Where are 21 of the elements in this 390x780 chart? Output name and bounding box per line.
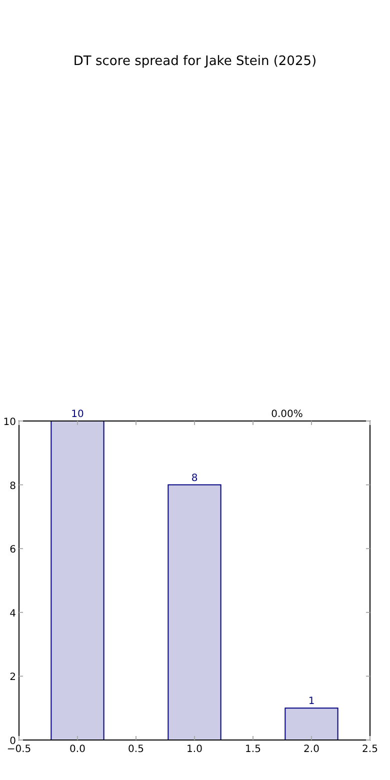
x-tick-label: 0.5 — [128, 744, 144, 755]
y-tick-label: 10 — [3, 417, 16, 428]
y-tick-label: 2 — [10, 672, 16, 684]
x-tick-label: 2.5 — [362, 744, 378, 755]
data-label: 8 — [191, 472, 198, 484]
x-tick-label: −0.5 — [6, 744, 32, 755]
x-tick-label: 1.0 — [186, 744, 202, 755]
x-tick-label: 0.0 — [70, 744, 86, 755]
y-tick-label: 4 — [10, 608, 16, 620]
bar — [50, 420, 104, 740]
y-tick-label: 8 — [10, 480, 16, 492]
text: 0.00% — [271, 409, 303, 420]
chart-title: DT score spread for Jake Stein (2025) — [73, 54, 317, 69]
x-tick-label: 2.0 — [304, 744, 320, 755]
data-label: 1 — [308, 696, 315, 708]
y-tick-label: 0 — [10, 736, 16, 747]
x-tick-label: 1.5 — [245, 744, 261, 755]
y-tick-label: 6 — [10, 544, 16, 556]
data-label: 10 — [71, 409, 84, 420]
bar — [284, 708, 338, 740]
bar — [168, 484, 222, 740]
